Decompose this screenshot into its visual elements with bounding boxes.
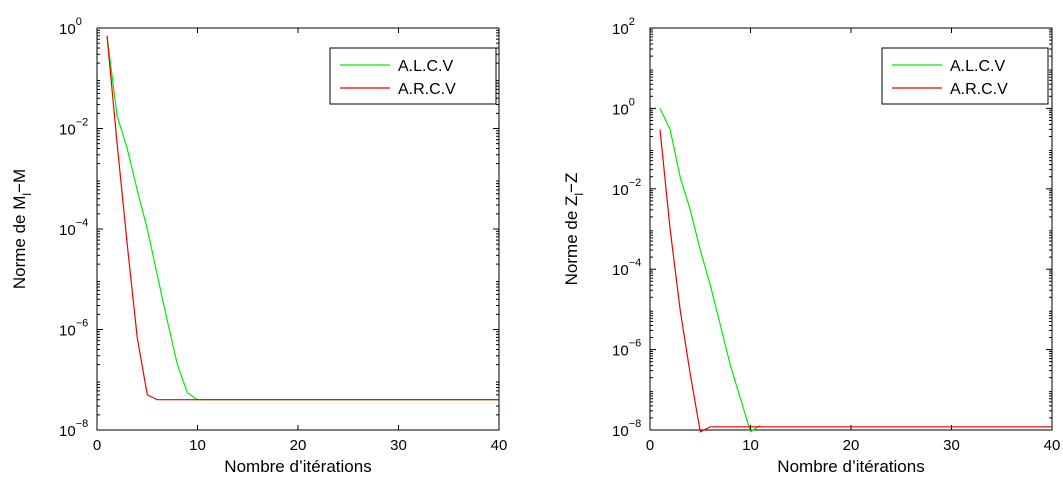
y-tick-exponent: −6: [76, 318, 89, 330]
y-tick-exponent: −2: [629, 177, 642, 189]
y-tick-base: 10: [612, 101, 629, 118]
x-axis-label: Nombre d’itérations: [224, 457, 371, 476]
legend-label: A.L.C.V: [950, 58, 1005, 75]
x-tick-label: 10: [742, 437, 759, 454]
y-tick-exponent: −4: [76, 217, 89, 229]
legend-label: A.L.C.V: [398, 58, 453, 75]
x-tick-label: 0: [646, 437, 654, 454]
legend: A.L.C.V A.R.C.V: [329, 47, 497, 105]
y-tick-exponent: 2: [629, 16, 635, 28]
y-tick-base: 10: [59, 323, 76, 340]
legend-box: [329, 47, 497, 105]
y-axis-label: Norme de Ml−M: [10, 169, 34, 289]
y-tick-base: 10: [612, 182, 629, 199]
x-tick-label: 30: [390, 437, 407, 454]
y-axis-label-suffix: −Z: [562, 173, 581, 193]
y-tick-exponent: 0: [76, 16, 82, 28]
y-tick-label: 10−8: [612, 418, 641, 440]
x-tick-label: 40: [1044, 437, 1061, 454]
y-axis-label: Norme de Zl−Z: [562, 173, 586, 286]
x-tick-label: 10: [189, 437, 206, 454]
y-tick-exponent: −6: [629, 338, 642, 350]
x-tick-label: 20: [290, 437, 307, 454]
y-tick-label: 100: [59, 16, 82, 38]
y-tick-base: 10: [612, 21, 629, 38]
y-axis-label-suffix: −M: [10, 169, 29, 193]
y-tick-base: 10: [612, 343, 629, 360]
x-tick-label: 20: [843, 437, 860, 454]
x-axis-label: Nombre d’itérations: [777, 457, 924, 476]
y-tick-base: 10: [59, 222, 76, 239]
series-line-A.R.C.V: [659, 129, 1052, 433]
y-tick-label: 10−4: [612, 257, 641, 279]
y-tick-label: 10−6: [612, 338, 641, 360]
series-line-A.R.C.V: [106, 35, 499, 401]
y-tick-exponent: −8: [629, 418, 642, 430]
y-tick-base: 10: [59, 122, 76, 139]
y-tick-exponent: 0: [629, 96, 635, 108]
y-tick-label: 10−2: [59, 117, 88, 139]
legend-label: A.R.C.V: [950, 81, 1008, 98]
y-tick-label: 10−2: [612, 177, 641, 199]
y-tick-exponent: −8: [76, 418, 89, 430]
y-tick-exponent: −4: [629, 257, 642, 269]
y-axis-label-prefix: Norme de M: [10, 196, 29, 290]
x-tick-label: 30: [943, 437, 960, 454]
y-tick-base: 10: [59, 21, 76, 38]
y-tick-base: 10: [612, 423, 629, 440]
y-axis-label-prefix: Norme de Z: [562, 196, 581, 286]
y-tick-base: 10: [612, 262, 629, 279]
y-tick-label: 100: [612, 96, 635, 118]
y-tick-label: 10−6: [59, 318, 88, 340]
y-tick-label: 102: [612, 16, 635, 38]
legend-label: A.R.C.V: [398, 81, 456, 98]
x-tick-label: 40: [491, 437, 508, 454]
y-axis-label-subscript: l: [20, 193, 34, 196]
y-tick-exponent: −2: [76, 117, 89, 129]
y-tick-base: 10: [59, 423, 76, 440]
legend: A.L.C.V A.R.C.V: [881, 47, 1049, 105]
x-tick-label: 0: [93, 437, 101, 454]
legend-box: [881, 47, 1049, 105]
y-axis-label-subscript: l: [572, 193, 586, 196]
y-tick-label: 10−4: [59, 217, 88, 239]
y-tick-label: 10−8: [59, 418, 88, 440]
